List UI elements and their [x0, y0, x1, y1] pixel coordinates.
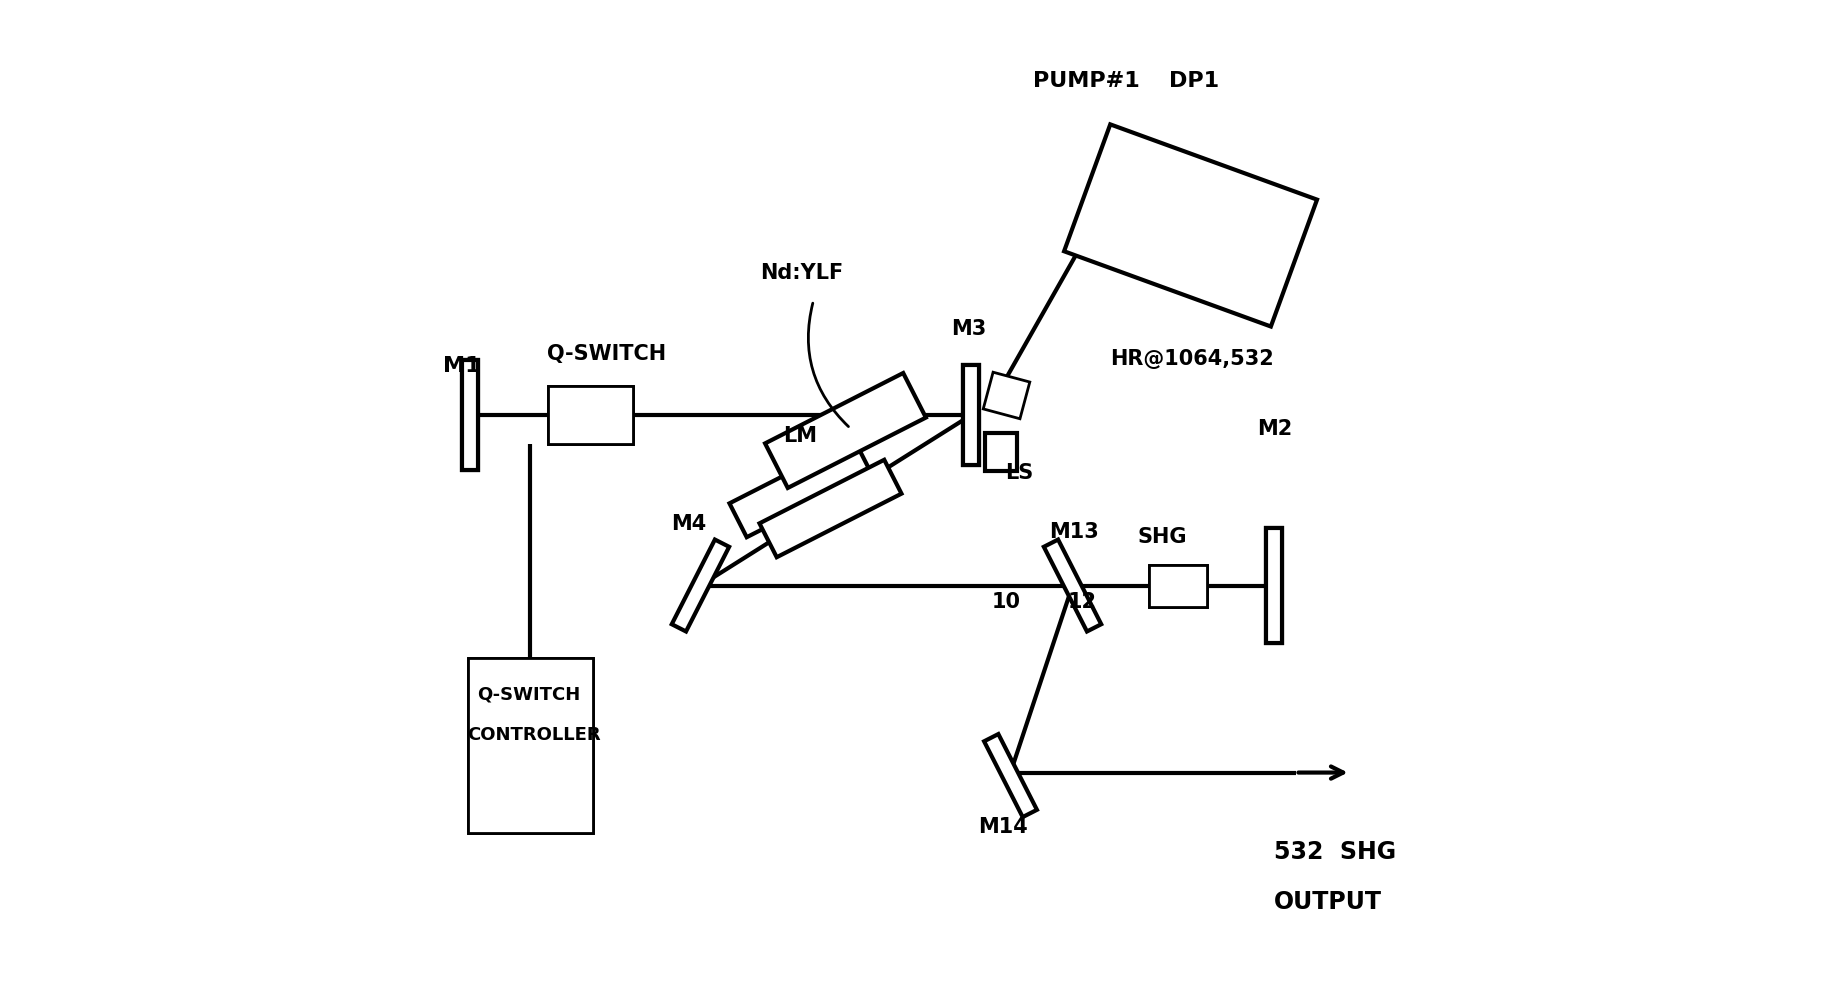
Text: SHG: SHG	[1136, 526, 1186, 546]
Bar	[963, 366, 977, 466]
Text: M4: M4	[672, 513, 706, 533]
Bar	[468, 658, 593, 834]
Text: OUTPUT: OUTPUT	[1274, 889, 1382, 913]
Bar	[1265, 528, 1281, 643]
Bar	[1265, 528, 1281, 643]
Text: DP1: DP1	[1168, 71, 1219, 91]
Text: PUMP#1: PUMP#1	[1032, 71, 1138, 91]
Text: Nd:YLF: Nd:YLF	[759, 264, 844, 284]
Bar	[468, 658, 593, 834]
Bar	[463, 361, 478, 471]
Bar	[983, 373, 1028, 419]
Text: Q-SWITCH: Q-SWITCH	[547, 344, 666, 364]
Text: M3: M3	[952, 320, 986, 339]
Text: M13: M13	[1049, 521, 1098, 541]
Bar	[672, 540, 728, 632]
Bar	[547, 387, 633, 445]
Text: 12: 12	[1067, 591, 1096, 611]
Bar	[1063, 125, 1316, 328]
Bar	[759, 460, 900, 558]
Text: 10: 10	[992, 591, 1019, 611]
Text: Q-SWITCH: Q-SWITCH	[478, 684, 580, 702]
Text: M14: M14	[977, 816, 1028, 836]
Bar	[765, 374, 926, 488]
Bar	[963, 366, 977, 466]
Bar	[547, 387, 633, 445]
Text: LM: LM	[783, 426, 816, 446]
Bar	[983, 734, 1036, 818]
Bar	[985, 434, 1016, 472]
Text: M1: M1	[443, 356, 481, 376]
Bar	[1147, 565, 1206, 607]
Text: M2: M2	[1257, 419, 1292, 439]
Text: 532  SHG: 532 SHG	[1274, 839, 1394, 863]
Text: LS: LS	[1005, 463, 1034, 483]
Bar	[728, 440, 871, 538]
Bar	[1147, 565, 1206, 607]
Bar	[1043, 540, 1100, 632]
Bar	[463, 361, 478, 471]
Text: CONTROLLER: CONTROLLER	[467, 724, 600, 742]
Text: HR@1064,532: HR@1064,532	[1111, 349, 1274, 369]
